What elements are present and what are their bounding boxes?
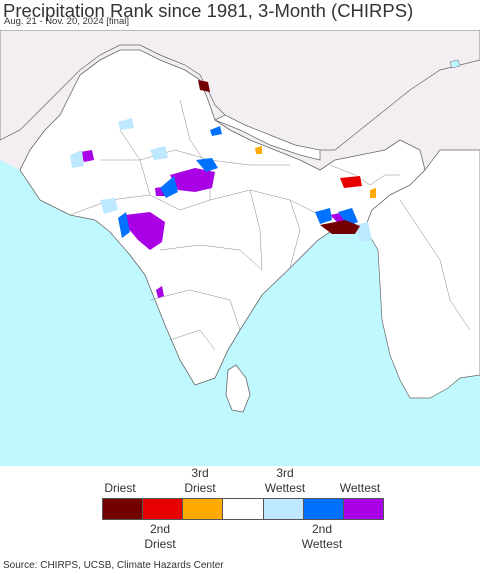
legend-swatch-normal bbox=[223, 499, 264, 519]
lake bbox=[449, 59, 461, 69]
legend-label-3rd-wettest: 3rd Wettest bbox=[264, 466, 306, 495]
sri-lanka bbox=[225, 364, 251, 413]
map-subtitle: Aug. 21 - Nov. 20, 2024 [final] bbox=[4, 16, 129, 27]
precipitation-rank-map bbox=[0, 30, 480, 466]
east-land bbox=[364, 149, 480, 399]
legend-swatch-driest bbox=[103, 499, 144, 519]
legend-color-bar bbox=[102, 498, 384, 520]
legend-label-wettest: Wettest bbox=[339, 481, 381, 495]
legend-swatch-3rd-driest bbox=[183, 499, 224, 519]
legend-swatch-3rd-wettest bbox=[263, 499, 304, 519]
map-canvas bbox=[0, 30, 480, 466]
ocean-west bbox=[0, 160, 40, 200]
nepal-region bbox=[214, 114, 321, 161]
legend-label-2nd-wettest: 2nd Wettest bbox=[301, 522, 343, 551]
rank-patches bbox=[70, 80, 376, 298]
legend-swatch-wettest bbox=[343, 499, 383, 519]
ocean bbox=[0, 190, 480, 466]
legend-swatch-2nd-driest bbox=[143, 499, 184, 519]
source-credit: Source: CHIRPS, UCSB, Climate Hazards Ce… bbox=[3, 560, 224, 571]
map-title: Precipitation Rank since 1981, 3-Month (… bbox=[3, 0, 414, 21]
legend-label-3rd-driest: 3rd Driest bbox=[184, 466, 216, 495]
legend-swatch-2nd-wettest bbox=[303, 499, 344, 519]
north-region bbox=[0, 30, 480, 151]
legend-label-2nd-driest: 2nd Driest bbox=[144, 522, 176, 551]
legend-label-driest: Driest bbox=[104, 481, 136, 495]
india-land bbox=[19, 49, 426, 386]
